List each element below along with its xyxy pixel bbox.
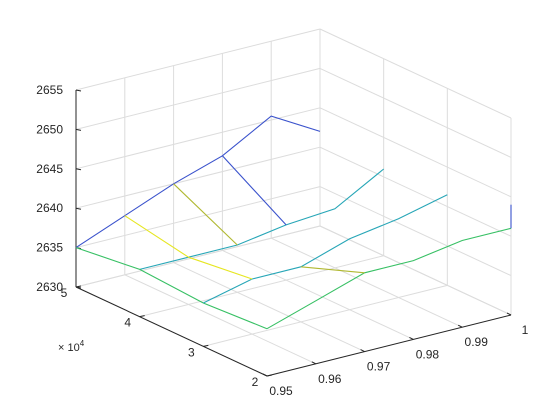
y-tick-mark [311, 361, 317, 365]
side-wall-gridline [319, 186, 512, 277]
back-wall-gridline [75, 28, 321, 91]
x-axis-exponent: 4 [80, 339, 85, 348]
z-tick-mark [75, 89, 82, 92]
y-tick-mark [457, 324, 463, 328]
y-tick-label: 1 [522, 323, 529, 337]
z-tick-label: 2650 [36, 122, 63, 136]
floor-gridline [222, 249, 414, 340]
floor-gridline [139, 255, 384, 318]
series-line [203, 194, 448, 304]
x-tick-mark [266, 374, 273, 377]
side-wall-gridline [319, 67, 512, 158]
side-wall-gridline [319, 28, 512, 119]
y-tick-label: 0.98 [416, 347, 440, 361]
series-layer [75, 115, 512, 330]
z-tick-mark [75, 168, 82, 171]
floor-gridline [173, 262, 365, 353]
floor-gridline [124, 274, 317, 365]
y-tick-mark [409, 336, 414, 340]
series-line [75, 115, 321, 249]
floor-gridline [270, 237, 463, 328]
x-tick-label: 2 [252, 375, 259, 389]
z-tick-label: 2640 [36, 201, 63, 215]
y-tick-mark [262, 373, 268, 377]
x-tick-label: 5 [61, 286, 68, 300]
y-tick-label: 0.97 [367, 360, 391, 374]
y-tick-mark [506, 312, 512, 316]
z-tick-mark [75, 207, 82, 210]
series-line [124, 215, 189, 258]
side-wall-gridline [319, 225, 512, 316]
series-line [139, 168, 385, 270]
series-line [300, 266, 365, 274]
back-wall-gridline [75, 107, 321, 170]
z-tick-label: 2630 [36, 280, 63, 294]
y-axis-line [266, 314, 512, 377]
x-tick-label: 4 [124, 316, 131, 330]
series-line [173, 183, 238, 246]
series-line [266, 227, 512, 330]
y-tick-label: 0.99 [465, 335, 489, 349]
z-tick-mark [75, 286, 82, 289]
y-tick-label: 0.96 [318, 372, 342, 386]
x-tick-mark [203, 344, 209, 347]
floor-gridline [203, 284, 448, 347]
label-layer: 2 3 4 5 0.95 0.96 0.97 0.98 0.99 1 2630 2635 2640 264… [36, 83, 528, 398]
x-axis-line [75, 286, 268, 377]
z-tick-label: 2655 [36, 83, 63, 97]
side-wall-gridline [319, 107, 512, 198]
x-tick-mark [139, 315, 145, 318]
x-axis-exponent-label: × 104 [58, 339, 85, 354]
back-wall-gridline [75, 186, 321, 249]
side-wall-gridline [319, 146, 512, 237]
series-line [188, 256, 253, 280]
z-tick-label: 2645 [36, 162, 63, 176]
z-tick-mark [75, 128, 82, 131]
z-tick-label: 2635 [36, 241, 63, 255]
back-wall-gridline [75, 146, 321, 209]
y-tick-mark [360, 349, 365, 353]
back-wall-gridline [75, 67, 321, 130]
x-tick-label: 3 [188, 345, 195, 359]
series-line [221, 155, 287, 226]
axis-layer [75, 89, 512, 377]
y-tick-label: 0.95 [269, 384, 293, 398]
grid-layer [75, 28, 512, 377]
series-line [75, 247, 268, 330]
back-wall-gridline [75, 225, 321, 288]
